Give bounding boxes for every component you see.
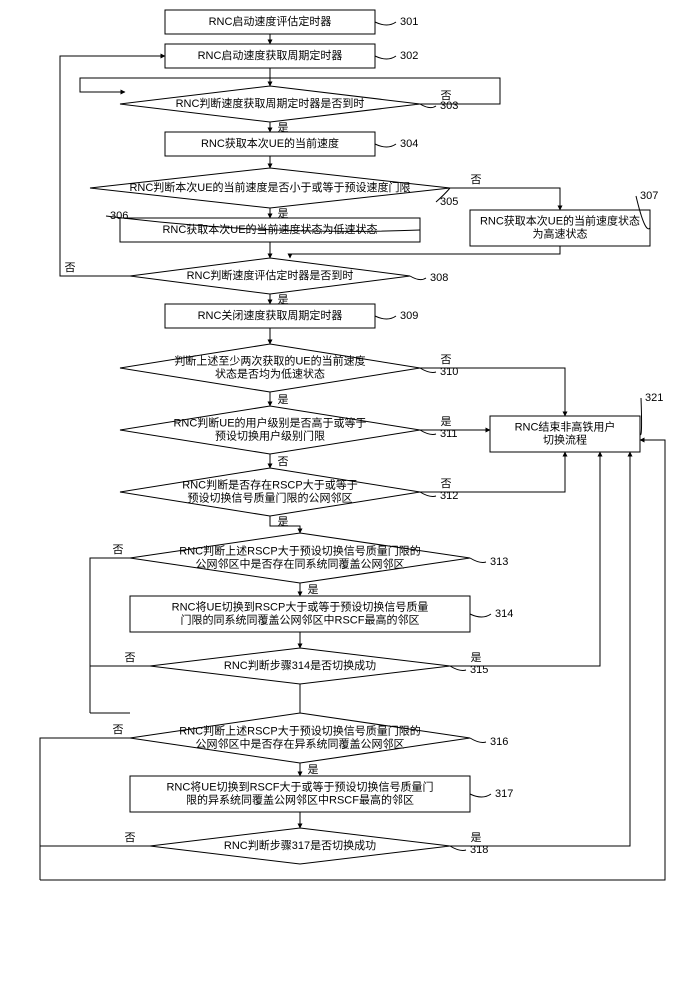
ref-number: 305	[440, 196, 458, 208]
edge-label: 是	[308, 763, 319, 776]
ref-number: 303	[440, 100, 458, 112]
ref-number: 312	[440, 490, 458, 502]
edge-label: 是	[471, 831, 482, 844]
flow-connector	[450, 188, 560, 210]
edge-label: 是	[278, 393, 289, 406]
ref-number: 302	[400, 50, 418, 62]
edge-label: 否	[113, 724, 124, 736]
node-text: RNC判断步骤314是否切换成功	[224, 658, 376, 672]
node-text: RNC将UE切换到RSCF大于或等于预设切换信号质量门限的异系统同覆盖公网邻区中…	[166, 779, 433, 806]
node-text: RNC启动速度评估定时器	[209, 14, 332, 28]
node-text: RNC获取本次UE的当前速度	[201, 136, 339, 150]
node-text: RNC判断速度评估定时器是否到时	[187, 268, 354, 282]
edge-label: 否	[125, 832, 136, 844]
ref-number: 304	[400, 138, 418, 150]
ref-number: 307	[640, 190, 658, 202]
node-text: RNC启动速度获取周期定时器	[198, 48, 343, 62]
edge-label: 否	[471, 174, 482, 186]
edge-label: 是	[278, 515, 289, 528]
ref-number: 310	[440, 366, 458, 378]
ref-number: 306	[110, 210, 128, 222]
node-text: RNC将UE切换到RSCP大于或等于预设切换信号质量门限的同系统同覆盖公网邻区中…	[172, 599, 429, 626]
node-text: RNC获取本次UE的当前速度状态为低速状态	[162, 222, 377, 236]
edge-label: 是	[308, 583, 319, 596]
ref-number: 316	[490, 736, 508, 748]
ref-number: 318	[470, 844, 488, 856]
edge-label: 否	[113, 544, 124, 556]
edge-label: 否	[441, 354, 452, 366]
node-text: RNC判断步骤317是否切换成功	[224, 838, 376, 852]
edge-label: 是	[441, 415, 452, 428]
ref-number: 311	[440, 428, 458, 440]
edge-label: 否	[278, 456, 289, 468]
edge-label: 否	[65, 262, 76, 274]
node-text: RNC判断速度获取周期定时器是否到时	[176, 96, 365, 110]
edge-label: 是	[471, 651, 482, 664]
flow-connector	[290, 246, 560, 258]
node-text: RNC判断本次UE的当前速度是否小于或等于预设速度门限	[129, 180, 410, 194]
node-text: RNC判断上述RSCP大于预设切换信号质量门限的公网邻区中是否存在异系统同覆盖公…	[179, 723, 420, 750]
node-text: RNC判断是否存在RSCP大于或等于预设切换信号质量门限的公网邻区	[182, 477, 357, 504]
edge-label: 否	[441, 478, 452, 490]
ref-number: 321	[645, 392, 663, 404]
flow-connector	[90, 558, 130, 713]
ref-number: 313	[490, 556, 508, 568]
ref-number: 317	[495, 788, 513, 800]
flow-connector	[60, 56, 165, 276]
ref-number: 315	[470, 664, 488, 676]
flow-connector	[40, 738, 130, 880]
flow-connector	[40, 846, 150, 880]
node-text: RNC关闭速度获取周期定时器	[198, 308, 343, 322]
flow-connector	[90, 666, 150, 713]
ref-number: 301	[400, 16, 418, 28]
ref-number: 309	[400, 310, 418, 322]
edge-label: 否	[125, 652, 136, 664]
ref-number: 314	[495, 608, 513, 620]
ref-number: 308	[430, 272, 448, 284]
node-text: RNC判断上述RSCP大于预设切换信号质量门限的公网邻区中是否存在同系统同覆盖公…	[179, 543, 420, 570]
flow-connector	[450, 452, 630, 846]
